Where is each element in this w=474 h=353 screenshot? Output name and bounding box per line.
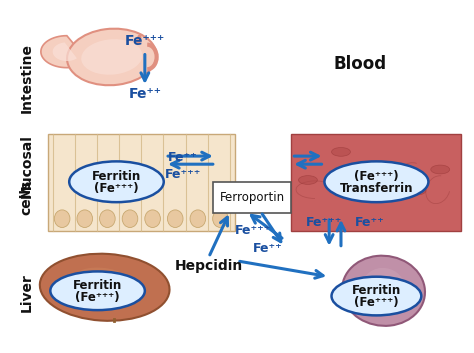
Polygon shape	[41, 36, 88, 68]
Ellipse shape	[122, 210, 138, 227]
Ellipse shape	[431, 165, 450, 174]
Ellipse shape	[77, 210, 92, 227]
Ellipse shape	[362, 268, 405, 306]
Text: Fe⁺⁺⁺: Fe⁺⁺⁺	[236, 225, 272, 238]
Text: Ferritin: Ferritin	[352, 284, 401, 297]
Text: Fe⁺⁺⁺: Fe⁺⁺⁺	[306, 216, 343, 229]
Ellipse shape	[407, 186, 426, 195]
Text: Transferrin: Transferrin	[340, 181, 413, 195]
FancyArrowPatch shape	[138, 37, 139, 42]
Ellipse shape	[213, 210, 228, 227]
Ellipse shape	[67, 29, 156, 85]
Ellipse shape	[81, 39, 142, 75]
Text: (Fe⁺⁺⁺): (Fe⁺⁺⁺)	[75, 291, 120, 304]
Ellipse shape	[299, 176, 318, 184]
Ellipse shape	[74, 268, 130, 293]
Text: Intestine: Intestine	[20, 43, 34, 113]
Text: Hepcidin: Hepcidin	[174, 259, 243, 273]
Text: Blood: Blood	[333, 55, 386, 73]
Ellipse shape	[55, 210, 70, 227]
Text: Ferritin: Ferritin	[73, 279, 122, 292]
Ellipse shape	[167, 210, 183, 227]
Text: Ferroportin: Ferroportin	[220, 191, 285, 204]
Text: cells: cells	[20, 180, 34, 215]
Ellipse shape	[100, 210, 115, 227]
Polygon shape	[53, 42, 77, 61]
Text: Fe⁺⁺: Fe⁺⁺	[253, 242, 283, 255]
Text: Fe⁺⁺: Fe⁺⁺	[128, 87, 161, 101]
Text: Fe⁺⁺: Fe⁺⁺	[168, 151, 198, 164]
Text: Fe⁺⁺: Fe⁺⁺	[355, 216, 384, 229]
Ellipse shape	[40, 254, 170, 321]
Ellipse shape	[145, 210, 160, 227]
Ellipse shape	[50, 271, 145, 310]
FancyBboxPatch shape	[292, 134, 462, 231]
Ellipse shape	[342, 256, 425, 326]
Text: Liver: Liver	[20, 273, 34, 312]
Text: Ferritin: Ferritin	[92, 170, 141, 183]
Ellipse shape	[324, 161, 428, 202]
FancyBboxPatch shape	[213, 182, 292, 214]
Text: (Fe⁺⁺⁺): (Fe⁺⁺⁺)	[354, 296, 399, 309]
Ellipse shape	[331, 148, 350, 156]
FancyBboxPatch shape	[48, 134, 235, 231]
Text: (Fe⁺⁺⁺): (Fe⁺⁺⁺)	[94, 181, 139, 195]
Ellipse shape	[331, 277, 421, 315]
Text: Fe⁺⁺⁺: Fe⁺⁺⁺	[164, 168, 201, 181]
Text: (Fe⁺⁺⁺): (Fe⁺⁺⁺)	[354, 170, 399, 183]
Ellipse shape	[190, 210, 206, 227]
Ellipse shape	[69, 161, 164, 202]
Text: Fe⁺⁺⁺: Fe⁺⁺⁺	[125, 34, 165, 48]
Text: Mucosal: Mucosal	[20, 134, 34, 198]
